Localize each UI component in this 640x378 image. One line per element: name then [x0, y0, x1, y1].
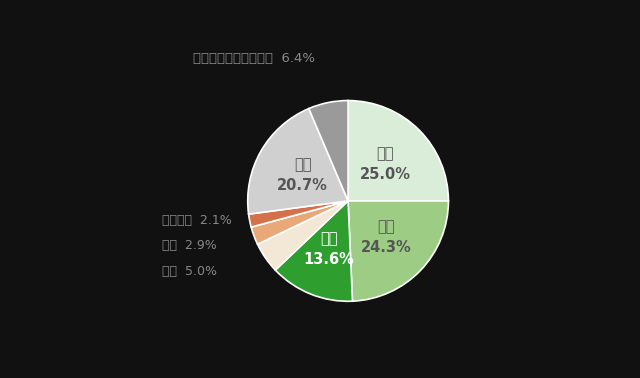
- Wedge shape: [248, 108, 348, 214]
- Text: １校
25.0%: １校 25.0%: [360, 146, 410, 182]
- Text: ５校  2.9%: ５校 2.9%: [163, 239, 217, 252]
- Wedge shape: [248, 201, 348, 227]
- Text: 参加しようと思わない  6.4%: 参加しようと思わない 6.4%: [193, 52, 314, 65]
- Text: ６校以上  2.1%: ６校以上 2.1%: [163, 214, 232, 228]
- Wedge shape: [275, 201, 353, 301]
- Wedge shape: [348, 201, 449, 301]
- Text: ２校
24.3%: ２校 24.3%: [360, 219, 411, 255]
- Wedge shape: [257, 201, 348, 270]
- Wedge shape: [308, 101, 348, 201]
- Wedge shape: [251, 201, 348, 244]
- Text: 未定
20.7%: 未定 20.7%: [277, 157, 328, 193]
- Wedge shape: [348, 101, 449, 201]
- Text: ３校
13.6%: ３校 13.6%: [303, 231, 354, 267]
- Text: ４校  5.0%: ４校 5.0%: [163, 265, 218, 278]
